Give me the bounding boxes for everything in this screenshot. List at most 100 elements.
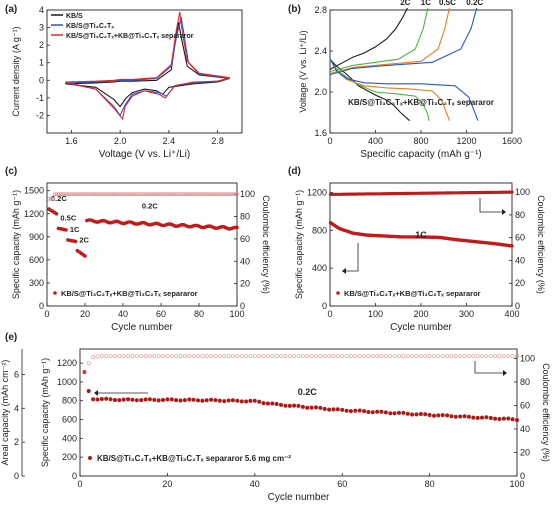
capacity-axis-arrow: [342, 243, 359, 272]
arrow-head: [503, 370, 507, 376]
efficiency-point: [414, 354, 419, 359]
efficiency-point: [199, 192, 203, 196]
efficiency-point: [493, 354, 498, 359]
x-tick-label: 1600: [502, 136, 522, 146]
capacity-point: [348, 409, 353, 414]
efficiency-point: [165, 354, 170, 359]
x-tick-label: 400: [504, 309, 519, 319]
efficiency-point: [292, 354, 297, 359]
y2-tick-label: 20: [520, 447, 530, 457]
efficiency-point: [178, 354, 183, 359]
plot-frame: [46, 182, 238, 307]
y2-tick-label: 80: [520, 377, 530, 387]
efficiency-point: [145, 192, 150, 196]
y2-tick-label: 100: [240, 189, 255, 199]
y2-tick-label: 20: [515, 278, 525, 288]
y-tick-label: 2: [39, 40, 44, 50]
capacity-point: [200, 398, 205, 403]
capacity-point: [300, 404, 305, 409]
legend-marker: [53, 291, 57, 295]
efficiency-point: [187, 192, 192, 196]
y2-tick-label: 60: [515, 233, 525, 243]
efficiency-point: [440, 354, 445, 359]
efficiency-point: [88, 192, 93, 196]
capacity-point: [235, 398, 240, 403]
capacity-point: [510, 417, 515, 422]
capacity-point: [322, 406, 327, 411]
efficiency-point: [233, 192, 237, 196]
efficiency-point: [279, 354, 283, 359]
x-tick-label: 0: [44, 309, 49, 319]
efficiency-point: [147, 354, 152, 359]
efficiency-point: [87, 192, 91, 196]
efficiency-point: [327, 354, 332, 359]
efficiency-point: [230, 354, 235, 359]
capacity-point: [296, 403, 301, 408]
efficiency-point: [344, 354, 349, 359]
efficiency-point: [183, 192, 188, 196]
y2-tick-label: 60: [520, 400, 530, 410]
efficiency-point: [121, 354, 126, 359]
plot-frame: [79, 348, 518, 477]
y2-tick-label: 40: [240, 256, 250, 266]
efficiency-point: [418, 354, 423, 359]
y-tick-label: 0: [322, 301, 327, 311]
y-tick-label: 900: [29, 232, 44, 242]
capacity-point: [83, 254, 87, 258]
efficiency-point: [98, 192, 102, 196]
capacity-point: [392, 411, 397, 416]
capacity-point: [244, 399, 249, 404]
y2-tick-label: 40: [515, 255, 525, 265]
capacity-point: [169, 397, 174, 402]
efficiency-point: [138, 192, 142, 196]
efficiency-point: [274, 354, 279, 359]
panel-label: (c): [5, 166, 17, 177]
x-tick-label: 40: [118, 309, 128, 319]
capacity-point: [64, 228, 68, 232]
capacity-point: [313, 405, 318, 410]
panel-b: (b) 0 400 800 1200 1600 1.6 2.0 2.4 2.8 Specific c…: [288, 0, 522, 160]
efficiency-point: [189, 192, 194, 196]
efficiency-point: [58, 192, 63, 196]
efficiency-point: [142, 192, 146, 196]
y-tick-label: 200: [62, 452, 77, 462]
efficiency-point: [52, 192, 57, 196]
efficiency-point: [164, 192, 169, 196]
efficiency-point: [405, 354, 410, 359]
x-tick-label: 2.0: [114, 136, 127, 146]
efficiency-point: [95, 354, 100, 359]
y-tick-label: 3: [39, 23, 44, 33]
efficiency-point: [488, 354, 493, 359]
cv-curve-1: [65, 16, 230, 117]
capacity-point: [471, 415, 476, 420]
y-axis-label: Specific capacity (mAh g⁻¹): [294, 190, 304, 299]
efficiency-point: [287, 354, 292, 359]
y-tick-label: -1: [36, 93, 44, 103]
efficiency-point: [182, 354, 187, 359]
efficiency-point: [178, 192, 182, 196]
efficiency-point: [261, 354, 266, 359]
y-tick-label: 800: [312, 225, 327, 235]
x-axis-label: Cycle number: [111, 322, 173, 333]
panel-label: (e): [5, 332, 17, 343]
capacity-point: [335, 407, 340, 412]
y2-tick-label: 60: [240, 234, 250, 244]
legend-label: KB/S@Ti₃C₂Tₓ+KB@Ti₃C₂Tₓ separaror: [66, 33, 194, 40]
efficiency-point: [348, 354, 353, 359]
y-tick-label: 4: [39, 5, 44, 15]
efficiency-point: [200, 354, 205, 359]
capacity-point: [493, 416, 498, 421]
efficiency-point: [119, 192, 123, 196]
efficiency-point: [82, 370, 87, 375]
capacity-point: [156, 398, 161, 403]
rate-label: 1C: [421, 0, 431, 7]
efficiency-point: [73, 192, 78, 196]
capacity-point: [453, 414, 458, 419]
capacity-point: [191, 397, 196, 402]
capacity-point: [108, 397, 113, 402]
efficiency-point: [309, 354, 314, 359]
x-tick-label: 0: [77, 479, 82, 489]
efficiency-point: [216, 192, 220, 196]
y-axis-label: Specific capacity (mAh g⁻¹): [40, 358, 50, 467]
y-axis-label: Voltage (V vs. Li⁺/Li): [298, 30, 308, 112]
